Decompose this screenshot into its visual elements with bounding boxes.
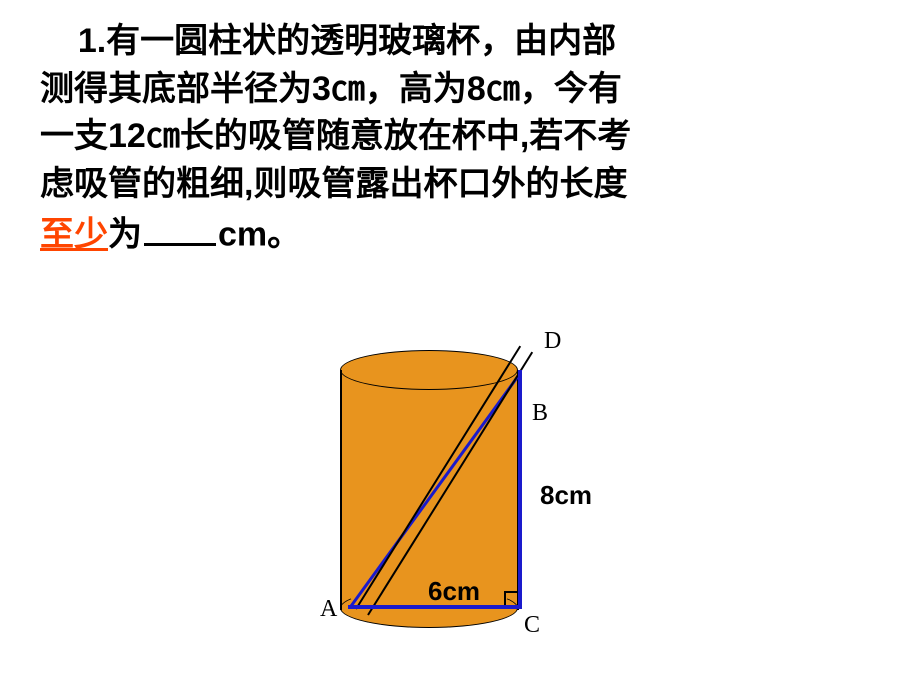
text-line4: 虑吸管的粗细,则吸管露出杯口外的长度: [40, 165, 627, 203]
label-point-b: B: [532, 400, 548, 427]
right-angle-marker: [504, 591, 518, 605]
unit-text: cm。: [218, 216, 301, 254]
answer-blank: [144, 208, 216, 245]
label-point-d: D: [544, 328, 561, 355]
problem-text: 1.有一圆柱状的透明玻璃杯，由内部 测得其底部半径为3㎝，高为8㎝，今有 一支1…: [40, 18, 880, 259]
cylinder-diagram: A B C D 8cm 6cm: [300, 320, 700, 680]
cylinder-top-ellipse: [340, 350, 518, 390]
keyword-minimum: 至少: [40, 216, 108, 254]
problem-number: 1.: [78, 22, 106, 60]
label-point-c: C: [524, 612, 540, 639]
label-point-a: A: [320, 596, 337, 623]
text-after: 为: [108, 216, 142, 254]
text-line2: 测得其底部半径为3㎝，高为8㎝，今有: [40, 66, 622, 114]
measure-height: 8cm: [540, 480, 592, 511]
line-bc-height: [518, 370, 522, 607]
cylinder-left-edge: [340, 370, 342, 610]
measure-base: 6cm: [428, 576, 480, 607]
text-line1: 有一圆柱状的透明玻璃杯，由内部: [106, 22, 616, 60]
text-line3: 一支12㎝长的吸管随意放在杯中,若不考: [40, 117, 631, 155]
